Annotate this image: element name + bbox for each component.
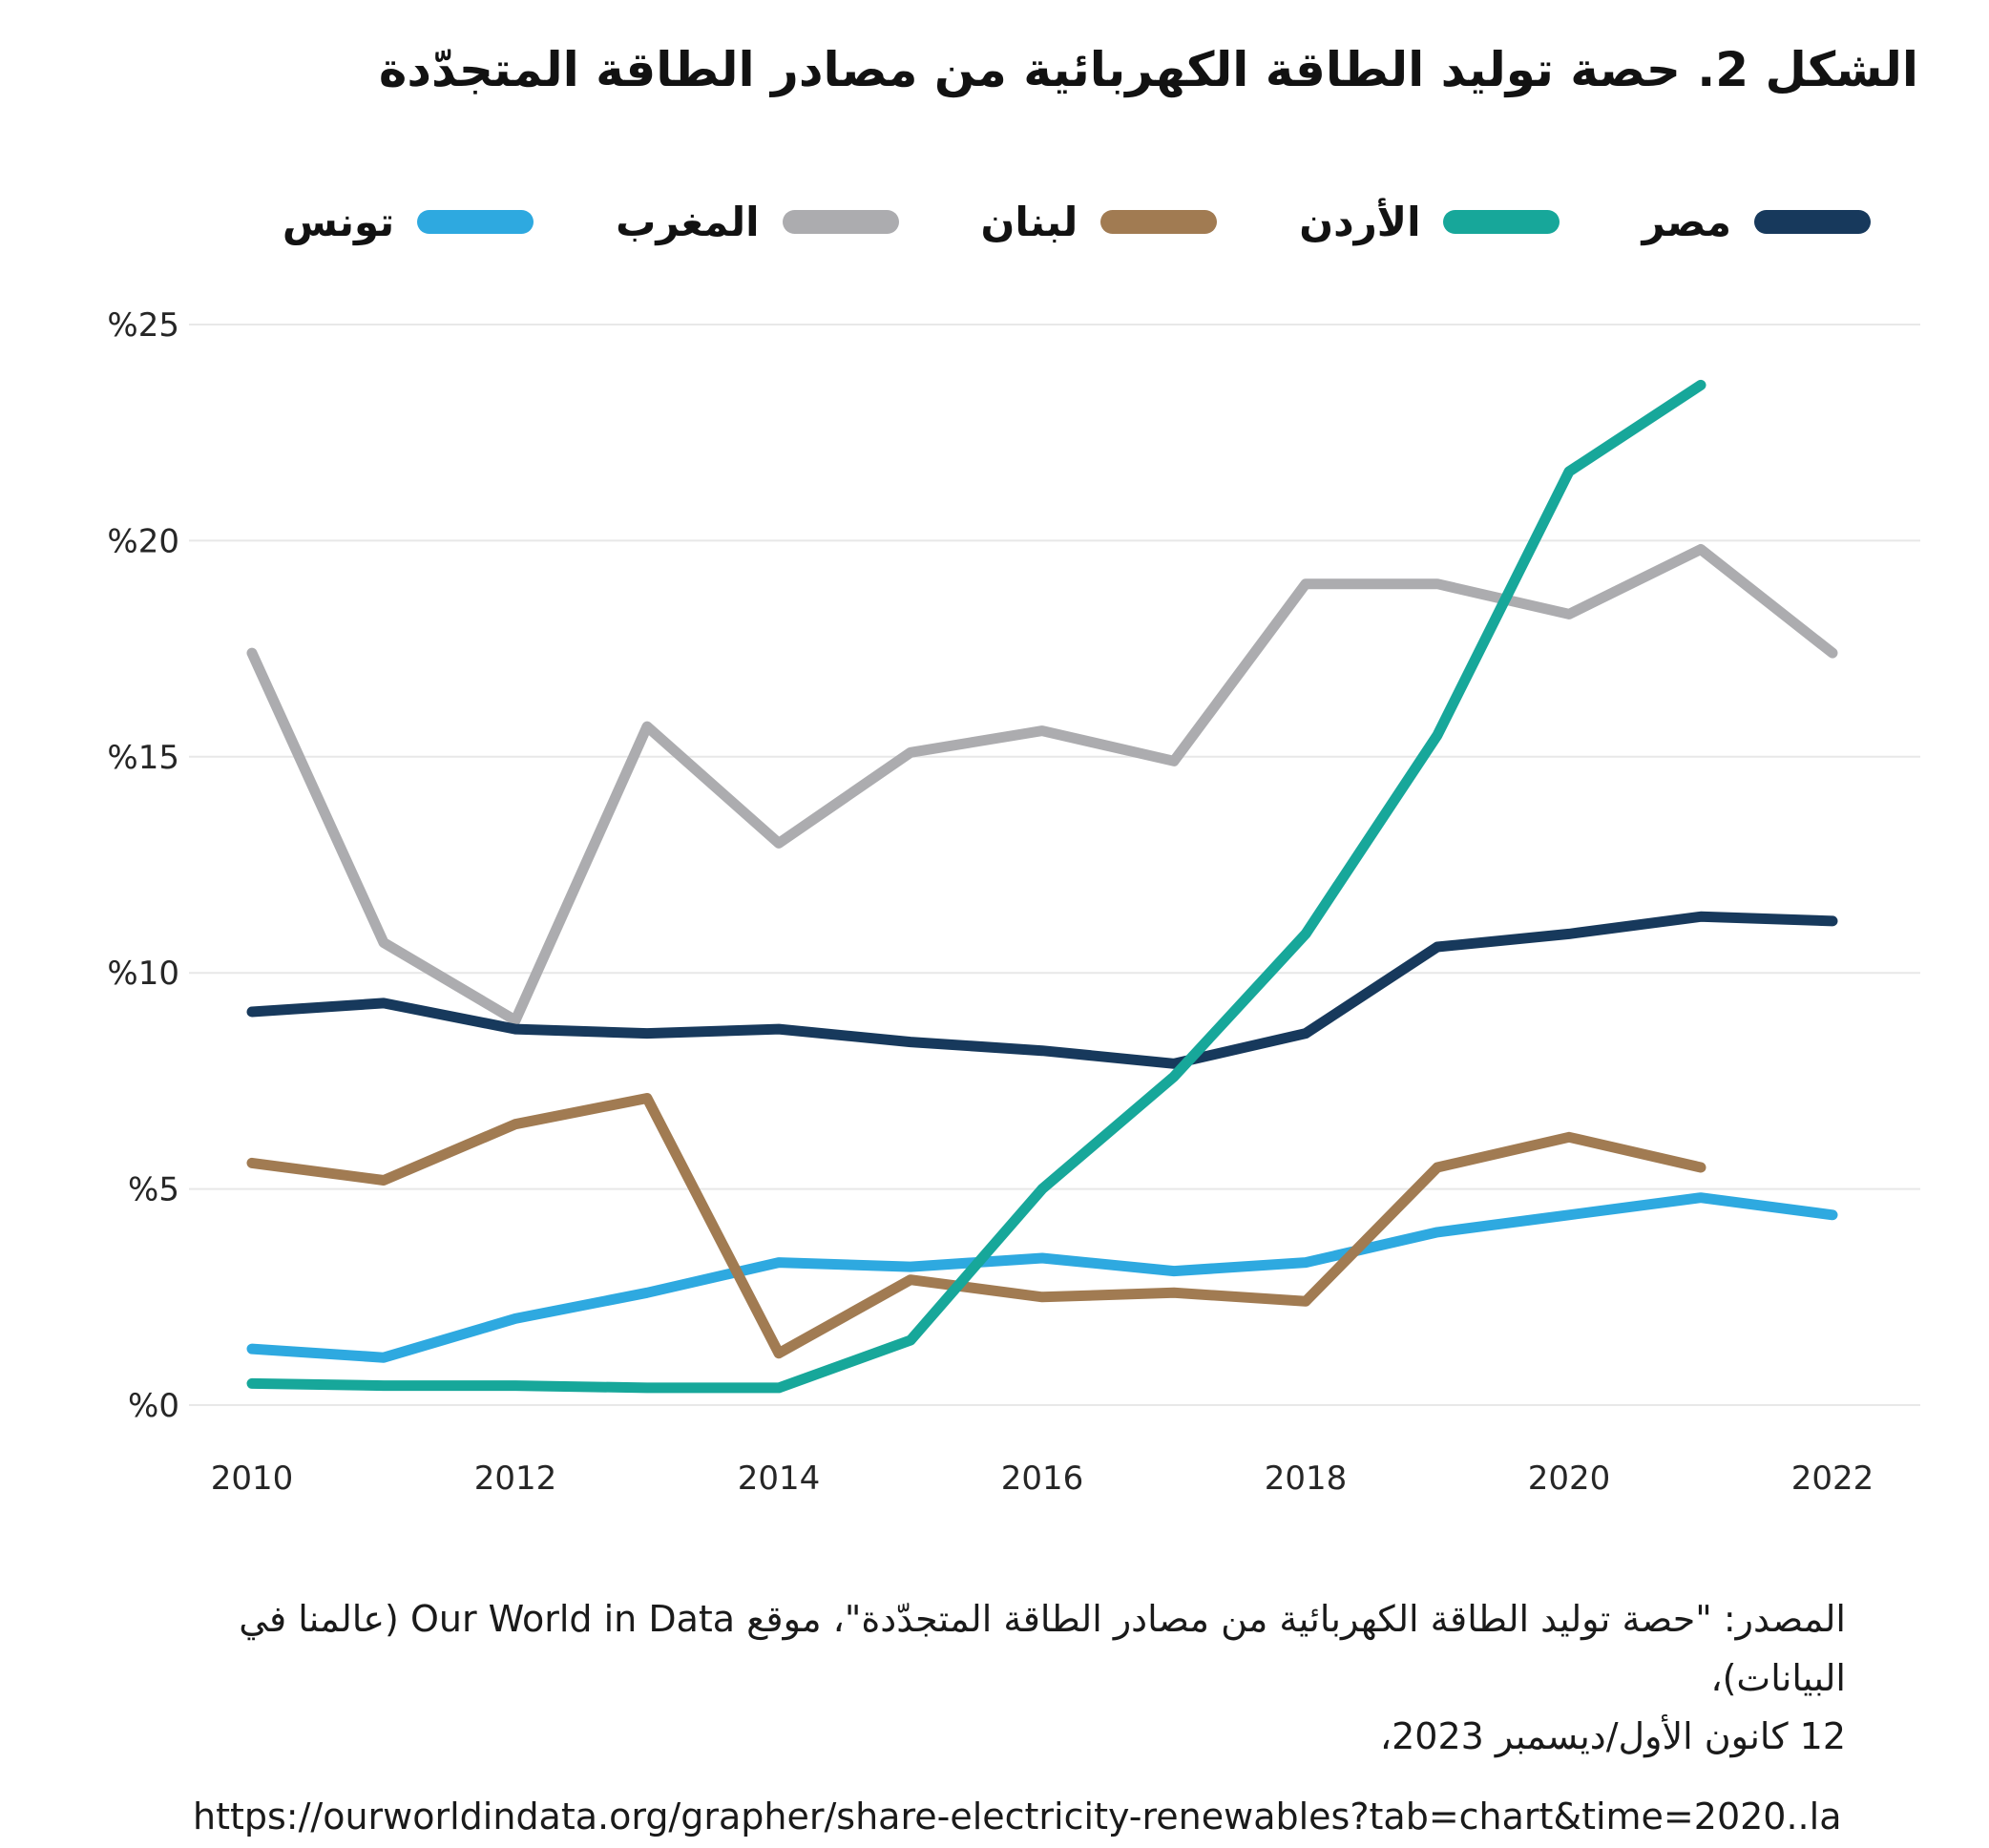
line-morocco	[246, 544, 1838, 1026]
line-egypt	[246, 911, 1838, 1069]
x-axis-label-2022: 2022	[1791, 1460, 1874, 1498]
line-jordan	[246, 379, 1706, 1394]
legend-item-jordan: الأردن	[1299, 199, 1560, 245]
legend-label-jordan: الأردن	[1299, 199, 1421, 245]
line-tunisia	[246, 1192, 1838, 1363]
x-axis-label-2010: 2010	[211, 1460, 294, 1498]
legend-item-morocco: المغرب	[616, 199, 899, 245]
legend-item-lebanon: لبنان	[981, 199, 1218, 245]
source-block: المصدر: "حصة توليد الطاقة الكهربائية من …	[143, 1590, 1846, 1848]
legend-item-tunisia: تونس	[283, 199, 534, 245]
y-axis-label-20: %20	[107, 522, 179, 560]
source-url-line-1: https://ourworldindata.org/grapher/share…	[193, 1795, 1842, 1838]
line-lebanon	[246, 1093, 1706, 1359]
source-line-1: المصدر: "حصة توليد الطاقة الكهربائية من …	[239, 1598, 1846, 1699]
legend-swatch-lebanon	[1100, 210, 1218, 234]
legend-swatch-jordan	[1443, 210, 1560, 234]
y-axis-label-15: %15	[107, 739, 179, 777]
legend-swatch-egypt	[1754, 210, 1871, 234]
legend-label-lebanon: لبنان	[980, 199, 1078, 245]
legend-label-egypt: مصر	[1642, 199, 1731, 245]
x-axis-label-2012: 2012	[474, 1460, 557, 1498]
x-axis-label-2016: 2016	[1001, 1460, 1084, 1498]
figure-title: الشكل 2. حصة توليد الطاقة الكهربائية من …	[378, 42, 1918, 97]
x-axis-label-2020: 2020	[1528, 1460, 1611, 1498]
x-axis-label-2014: 2014	[738, 1460, 821, 1498]
y-axis-label-0: %0	[128, 1387, 179, 1425]
legend-label-tunisia: تونس	[282, 199, 395, 245]
legend-label-morocco: المغرب	[616, 199, 760, 245]
legend-item-egypt: مصر	[1642, 199, 1871, 245]
legend-swatch-tunisia	[417, 210, 534, 234]
source-line-2: 12 كانون الأول/ديسمبر 2023،	[1379, 1715, 1846, 1758]
y-axis-label-5: %5	[128, 1171, 179, 1209]
x-axis-label-2018: 2018	[1265, 1460, 1348, 1498]
chart-svg: %25 %20 %15 %10 %5 %0 2010 2012 2014 2016 2018 2020…	[107, 306, 1920, 1498]
y-axis-label-25: %25	[107, 306, 179, 345]
chart-legend: مصر الأردن لبنان المغرب تونس	[283, 199, 1871, 245]
legend-swatch-morocco	[782, 210, 899, 234]
chart-area: %25 %20 %15 %10 %5 %0 2010 2012 2014 2016 2018 2020…	[107, 306, 1920, 1498]
y-axis-label-10: %10	[107, 955, 179, 993]
